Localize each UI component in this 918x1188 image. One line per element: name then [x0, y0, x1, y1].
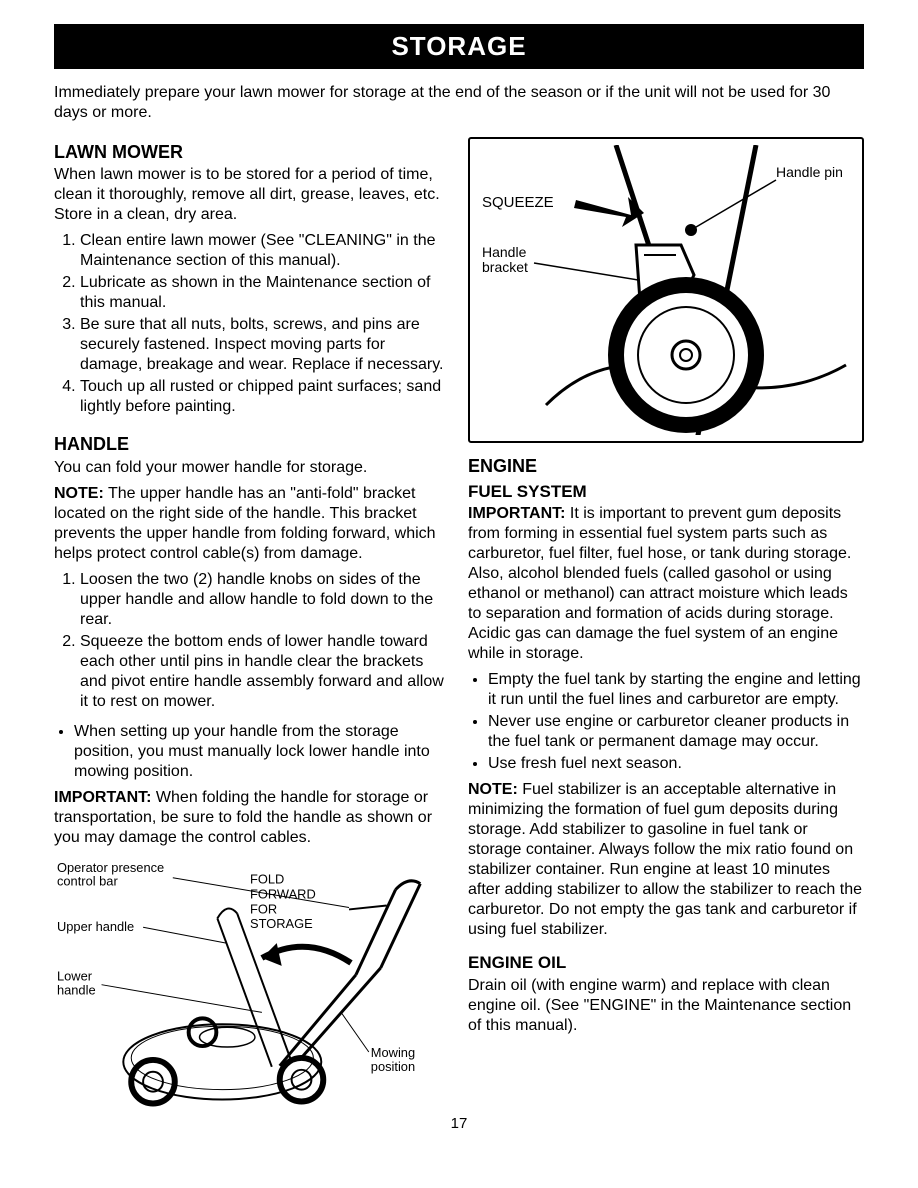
label-mow-l1: Mowing — [371, 1044, 415, 1059]
fuel-title: FUEL SYSTEM — [468, 481, 864, 502]
note-text: The upper handle has an "anti-fold" brac… — [54, 485, 436, 562]
label-fold-l1: FOLD — [250, 871, 284, 886]
engine-title: ENGINE — [468, 455, 864, 478]
label-lower-l2: handle — [57, 982, 96, 997]
note-text: Fuel stabilizer is an acceptable alterna… — [468, 781, 862, 938]
label-fold-l2: FORWARD — [250, 886, 316, 901]
engine-oil-para: Drain oil (with engine warm) and replace… — [468, 976, 864, 1036]
list-item: Squeeze the bottom ends of lower handle … — [80, 632, 450, 712]
label-pin: Handle pin — [776, 164, 843, 180]
note-label: NOTE: — [468, 781, 518, 798]
label-upper: Upper handle — [57, 919, 134, 934]
label-fold-l4: STORAGE — [250, 916, 313, 931]
right-column: SQUEEZE Handle bracket Handle pin ENGINE… — [468, 137, 864, 1111]
page-number: 17 — [54, 1115, 864, 1134]
handle-bullets: When setting up your handle from the sto… — [54, 722, 450, 782]
fuel-bullets: Empty the fuel tank by starting the engi… — [468, 670, 864, 774]
handle-important: IMPORTANT: When folding the handle for s… — [54, 788, 450, 848]
squeeze-diagram: SQUEEZE Handle bracket Handle pin — [468, 137, 864, 443]
fuel-note: NOTE: Fuel stabilizer is an acceptable a… — [468, 780, 864, 940]
list-item: Be sure that all nuts, bolts, screws, an… — [80, 315, 450, 375]
label-bracket-l1: Handle — [482, 244, 527, 260]
list-item: Loosen the two (2) handle knobs on sides… — [80, 570, 450, 630]
important-label: IMPORTANT: — [468, 505, 565, 522]
handle-note: NOTE: The upper handle has an "anti-fold… — [54, 484, 450, 564]
label-bracket-l2: bracket — [482, 259, 528, 275]
label-op-l1: Operator presence — [57, 859, 164, 874]
engine-oil-title: ENGINE OIL — [468, 952, 864, 973]
important-label: IMPORTANT: — [54, 789, 151, 806]
list-item: Lubricate as shown in the Maintenance se… — [80, 273, 450, 313]
lawnmower-title: LAWN MOWER — [54, 141, 450, 164]
left-column: LAWN MOWER When lawn mower is to be stor… — [54, 137, 450, 1111]
handle-title: HANDLE — [54, 433, 450, 456]
label-fold-l3: FOR — [250, 901, 277, 916]
lawnmower-para: When lawn mower is to be stored for a pe… — [54, 165, 450, 225]
list-item: When setting up your handle from the sto… — [74, 722, 450, 782]
page-banner: STORAGE — [54, 24, 864, 69]
list-item: Empty the fuel tank by starting the engi… — [488, 670, 864, 710]
label-lower-l1: Lower — [57, 968, 93, 983]
handle-fold-diagram: Operator presence control bar Upper hand… — [54, 854, 450, 1111]
important-text: It is important to prevent gum deposits … — [468, 505, 851, 662]
fuel-important: IMPORTANT: It is important to prevent gu… — [468, 504, 864, 664]
label-op-l2: control bar — [57, 873, 118, 888]
label-mow-l2: position — [371, 1058, 415, 1073]
list-item: Touch up all rusted or chipped paint sur… — [80, 377, 450, 417]
label-squeeze: SQUEEZE — [482, 194, 554, 211]
handle-list: Loosen the two (2) handle knobs on sides… — [54, 570, 450, 712]
note-label: NOTE: — [54, 485, 104, 502]
lawnmower-list: Clean entire lawn mower (See "CLEANING" … — [54, 231, 450, 417]
list-item: Never use engine or carburetor cleaner p… — [488, 712, 864, 752]
handle-para1: You can fold your mower handle for stora… — [54, 458, 450, 478]
intro-text: Immediately prepare your lawn mower for … — [54, 83, 864, 123]
list-item: Clean entire lawn mower (See "CLEANING" … — [80, 231, 450, 271]
list-item: Use fresh fuel next season. — [488, 754, 864, 774]
